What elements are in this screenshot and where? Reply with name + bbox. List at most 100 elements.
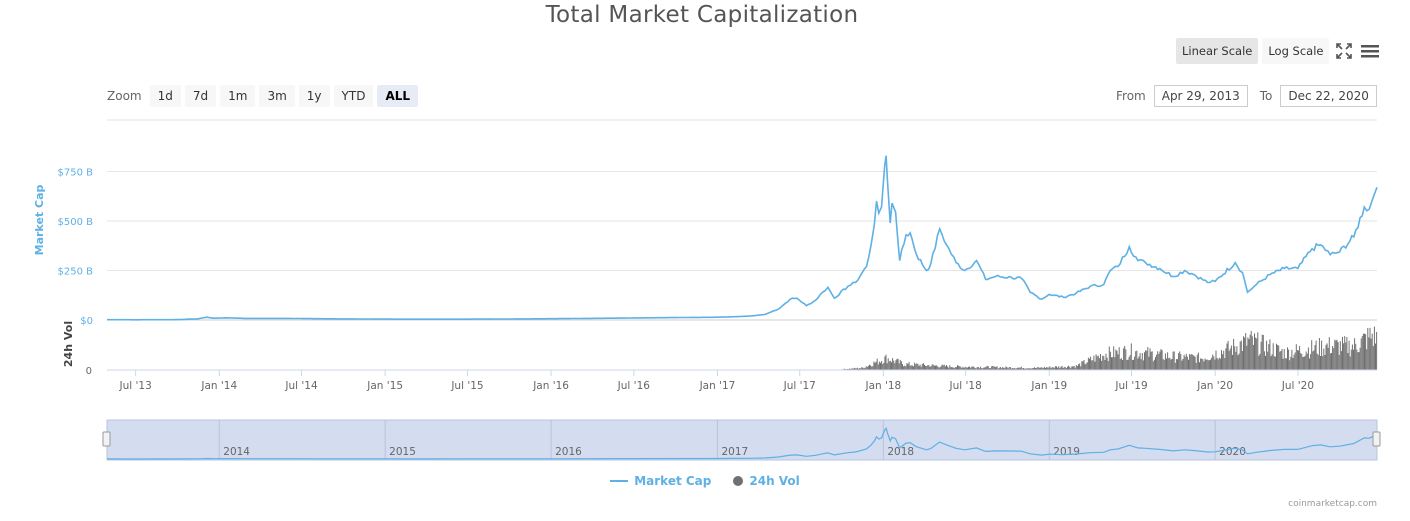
volume-bar (1049, 366, 1051, 370)
volume-bar (1156, 354, 1158, 370)
volume-bar (1280, 351, 1282, 370)
volume-bar (866, 366, 868, 370)
volume-bar (1102, 355, 1104, 370)
volume-bar (975, 368, 977, 370)
volume-bar (1353, 349, 1354, 370)
volume-bar (1222, 354, 1224, 370)
navigator[interactable]: 2014 2015 2016 2017 2018 2019 2020 (102, 419, 1381, 461)
zoom-1d-button[interactable]: 1d (149, 85, 181, 107)
volume-bar (1164, 353, 1166, 370)
volume-bar (1223, 350, 1225, 370)
volume-bar (1059, 368, 1061, 370)
volume-bar (1083, 360, 1085, 370)
volume-bar (918, 366, 920, 370)
volume-bar (977, 367, 979, 370)
chart-title: Total Market Capitalization (545, 2, 859, 28)
legend-market-cap[interactable]: Market Cap (610, 474, 711, 488)
volume-bar (1246, 345, 1248, 370)
volume-bar (1009, 367, 1011, 370)
volume-bar (1040, 367, 1042, 370)
volume-bar (1031, 368, 1033, 370)
volume-bar (1201, 358, 1203, 370)
linear-scale-button[interactable]: Linear Scale (1176, 38, 1259, 64)
volume-bar (1142, 360, 1144, 370)
volume-bar (1278, 345, 1280, 370)
volume-bar (1082, 361, 1084, 370)
volume-bar (893, 360, 895, 370)
zoom-all-button[interactable]: ALL (377, 85, 419, 107)
volume-bar (1005, 366, 1007, 370)
volume-bar (1347, 353, 1349, 370)
volume-bar (1120, 358, 1122, 370)
to-date-input[interactable]: Dec 22, 2020 (1280, 85, 1377, 107)
volume-bar (1185, 353, 1187, 370)
from-date-input[interactable]: Apr 29, 2013 (1153, 85, 1248, 107)
zoom-3m-button[interactable]: 3m (259, 85, 295, 107)
x-tick-label: Jan '18 (864, 380, 901, 392)
volume-bar (1373, 326, 1375, 370)
volume-bar (1012, 368, 1013, 370)
volume-bar (1348, 340, 1350, 370)
volume-bar (1230, 345, 1232, 370)
volume-bar (971, 366, 973, 370)
volume-bar (1202, 359, 1204, 370)
volume-bar (1181, 360, 1183, 370)
volume-bar (894, 363, 896, 370)
volume-axis-title: 24h Vol (62, 321, 75, 367)
volume-bar (871, 366, 873, 370)
fullscreen-icon[interactable] (1333, 38, 1355, 64)
volume-bar (1016, 368, 1018, 370)
volume-bar (1057, 367, 1059, 370)
volume-bar (1125, 349, 1127, 370)
volume-bar (858, 368, 859, 370)
volume-bar (965, 367, 967, 370)
volume-bar (1048, 367, 1050, 370)
volume-bar (1340, 351, 1342, 370)
volume-bar (1272, 343, 1274, 370)
volume-bar (1309, 358, 1310, 370)
volume-bar (892, 358, 894, 370)
zoom-ytd-button[interactable]: YTD (333, 85, 374, 107)
volume-bar (1036, 367, 1038, 370)
volume-bar (1079, 363, 1081, 370)
navigator-handle-left[interactable] (102, 431, 111, 447)
zoom-7d-button[interactable]: 7d (184, 85, 217, 107)
zoom-1m-button[interactable]: 1m (220, 85, 256, 107)
navigator-year-label: 2016 (555, 446, 582, 458)
volume-bar (908, 362, 910, 370)
navigator-handle-right[interactable] (1372, 431, 1381, 447)
volume-bar (972, 366, 974, 370)
volume-bar (922, 363, 924, 370)
volume-bar (1103, 356, 1105, 370)
volume-axis-zero: 0 (86, 366, 92, 377)
volume-bar (860, 368, 862, 370)
volume-bar (1257, 332, 1259, 370)
volume-bar (1032, 368, 1034, 370)
volume-bar (982, 368, 984, 370)
volume-bar (1127, 359, 1129, 370)
volume-bar (955, 367, 957, 370)
volume-bar (1147, 347, 1149, 370)
volume-bar (957, 365, 958, 370)
legend-24h-vol[interactable]: 24h Vol (733, 474, 800, 488)
volume-bar (1355, 343, 1357, 370)
volume-bar (1243, 336, 1244, 370)
credits-link[interactable]: coinmarketcap.com (1288, 499, 1377, 509)
volume-bar (938, 367, 940, 370)
log-scale-button[interactable]: Log Scale (1262, 38, 1330, 64)
volume-bar (1282, 358, 1284, 370)
volume-bar (1370, 338, 1372, 370)
volume-bar (861, 367, 863, 370)
volume-bar (1291, 349, 1293, 370)
volume-bar (1203, 361, 1205, 370)
volume-bar (1126, 360, 1128, 370)
volume-bar (1240, 340, 1242, 370)
volume-bar (864, 367, 866, 370)
volume-bar (986, 365, 988, 370)
volume-bar (843, 368, 845, 370)
menu-icon[interactable] (1359, 38, 1381, 64)
volume-bar (1323, 348, 1325, 370)
zoom-1y-button[interactable]: 1y (298, 85, 330, 107)
volume-bar (1269, 339, 1271, 370)
volume-bar (1357, 352, 1359, 370)
